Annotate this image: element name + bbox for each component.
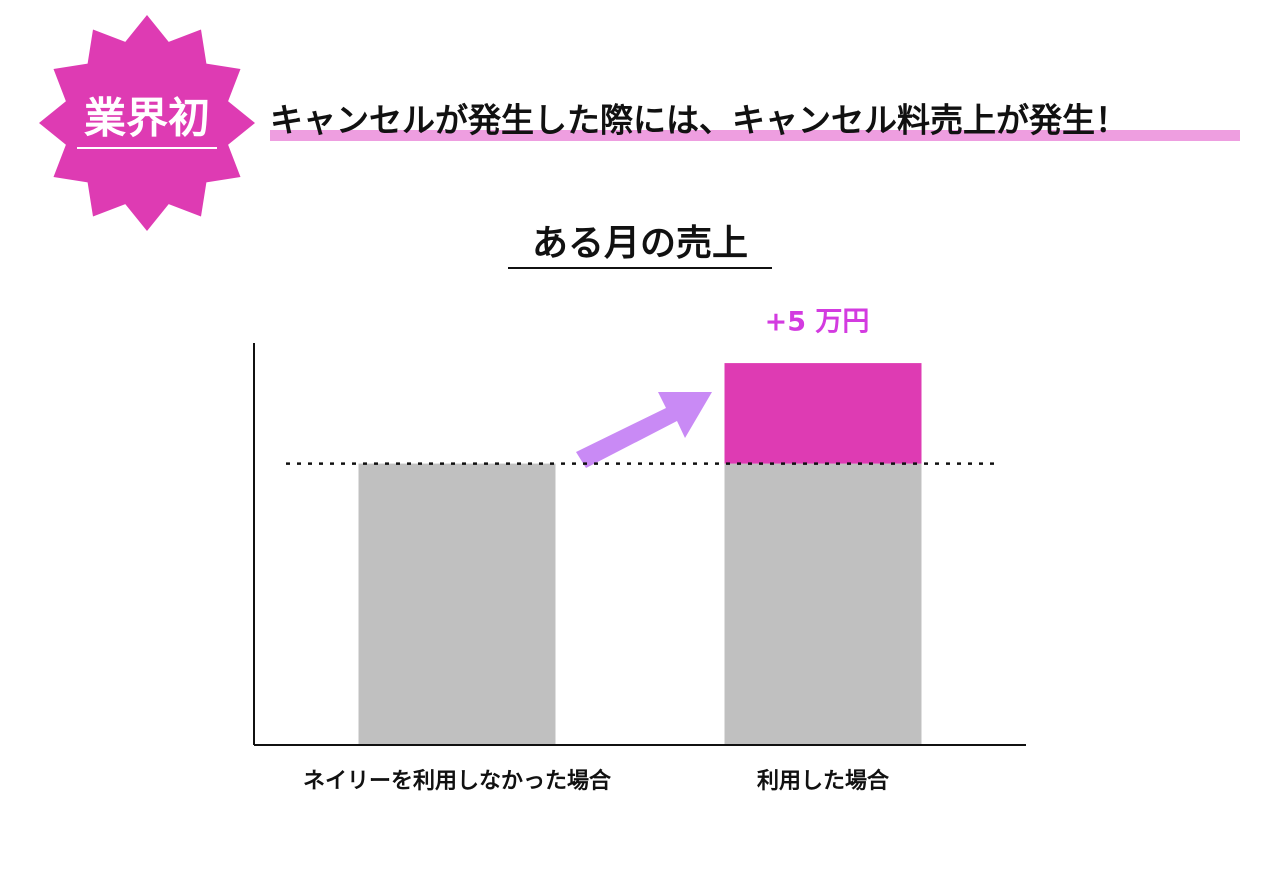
badge-star xyxy=(39,15,255,231)
headline-highlight xyxy=(270,130,1240,141)
x-tick-label: 利用した場合 xyxy=(757,768,890,794)
arrow xyxy=(576,392,712,468)
headline: キャンセルが発生した際には、キャンセル料売上が発生！ xyxy=(270,101,1128,140)
bar-segment xyxy=(724,363,922,464)
bar-segment xyxy=(724,463,922,745)
chart-title: ある月の売上 xyxy=(532,223,748,264)
value-label: +5 万円 xyxy=(765,307,870,338)
bar-segment xyxy=(358,463,556,745)
x-tick-label: ネイリーを利用しなかった場合 xyxy=(303,768,612,794)
badge-text: 業界初 xyxy=(84,94,210,143)
